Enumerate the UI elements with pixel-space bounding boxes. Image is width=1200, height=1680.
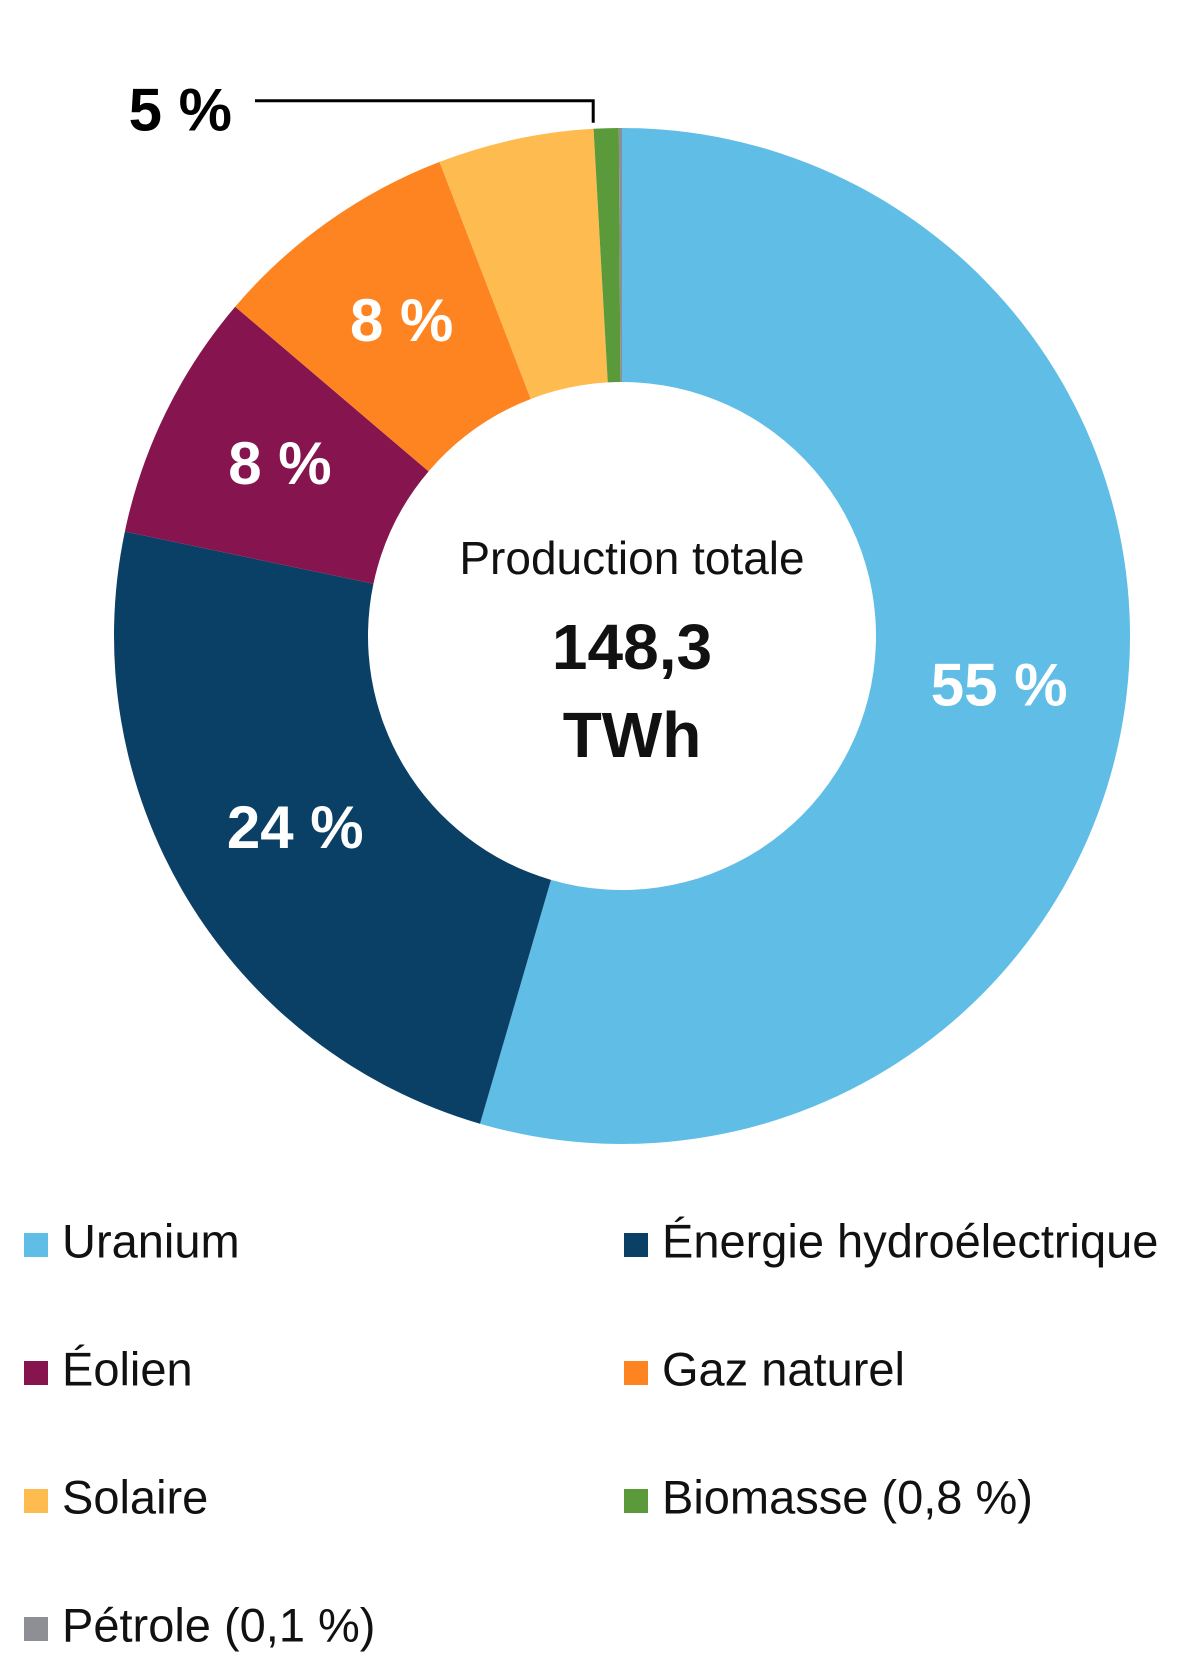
legend-label: Solaire xyxy=(62,1470,208,1523)
data-label: 5 % xyxy=(129,77,232,144)
legend-swatch xyxy=(624,1361,648,1385)
legend-swatch xyxy=(24,1489,48,1513)
legend-swatch xyxy=(24,1617,48,1641)
legend-swatch xyxy=(24,1361,48,1385)
donut-segment xyxy=(124,306,429,584)
leader-line xyxy=(255,99,595,123)
legend-swatch xyxy=(624,1489,648,1513)
center-unit: TWh xyxy=(563,699,702,771)
donut-segment xyxy=(479,128,1130,1144)
legend-swatch xyxy=(624,1233,648,1257)
data-label: 8 % xyxy=(228,430,331,497)
donut-segment xyxy=(618,128,622,383)
center-value: 148,3 xyxy=(552,611,712,683)
legend-label: Gaz naturel xyxy=(662,1342,905,1395)
legend-label: Énergie hydroélectrique xyxy=(662,1214,1158,1267)
data-label: 24 % xyxy=(227,794,364,861)
legend-swatch xyxy=(24,1233,48,1257)
donut-segment xyxy=(113,531,551,1124)
donut-segment xyxy=(439,128,608,399)
donut-segment xyxy=(593,128,621,383)
legend-label: Pétrole (0,1 %) xyxy=(62,1598,375,1651)
legend-label: Éolien xyxy=(62,1342,193,1395)
donut-segment xyxy=(235,161,531,472)
center-label: Production totale xyxy=(459,532,804,584)
data-label: 55 % xyxy=(931,652,1068,719)
legend-label: Biomasse (0,8 %) xyxy=(662,1470,1033,1523)
data-label: 8 % xyxy=(350,287,453,354)
legend-label: Uranium xyxy=(62,1214,240,1267)
